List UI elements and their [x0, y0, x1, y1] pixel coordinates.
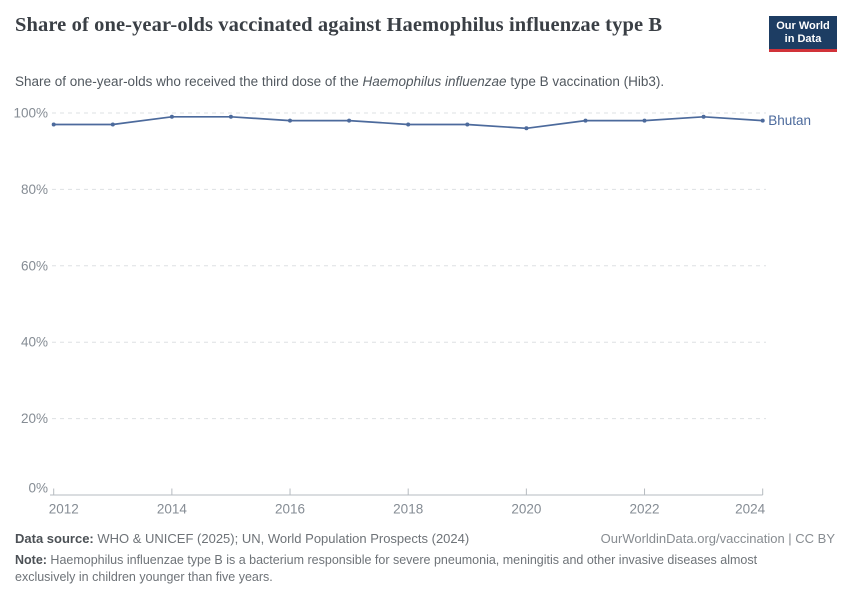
data-point-2018[interactable]: [406, 122, 411, 127]
y-tick-label-0: 0%: [28, 481, 48, 496]
chart-footer: Data source: WHO & UNICEF (2025); UN, Wo…: [15, 530, 835, 586]
subtitle-italic-term: Haemophilus influenzae: [362, 74, 507, 89]
x-tick-label-2012: 2012: [49, 502, 79, 517]
x-tick-label-2020: 2020: [511, 502, 541, 517]
data-point-2022[interactable]: [642, 118, 647, 123]
chart-note: Note: Haemophilus influenzae type B is a…: [15, 552, 807, 586]
data-point-2013[interactable]: [110, 122, 115, 127]
series-label-bhutan[interactable]: Bhutan: [768, 113, 811, 128]
chart-title: Share of one-year-olds vaccinated agains…: [15, 14, 663, 36]
data-point-2015[interactable]: [228, 114, 233, 119]
note-text: Haemophilus influenzae type B is a bacte…: [15, 553, 758, 584]
x-tick-label-2022: 2022: [630, 502, 660, 517]
y-tick-label-40: 40%: [21, 335, 48, 350]
data-source: Data source: WHO & UNICEF (2025); UN, Wo…: [15, 530, 469, 547]
y-tick-label-100: 100%: [13, 106, 48, 121]
data-point-2024[interactable]: [760, 118, 765, 123]
note-label: Note:: [15, 553, 47, 567]
subtitle-suffix: type B vaccination (Hib3).: [506, 74, 665, 89]
data-point-2014[interactable]: [169, 114, 174, 119]
line-chart[interactable]: 0% 20% 40% 60% 80% 100% 2012 2014 2016 2018 2020 20…: [0, 100, 850, 525]
data-point-2020[interactable]: [524, 126, 529, 131]
data-point-2019[interactable]: [465, 122, 470, 127]
owid-logo[interactable]: Our World in Data: [769, 16, 837, 52]
x-tick-label-2018: 2018: [393, 502, 423, 517]
chart-subtitle: Share of one-year-olds who received the …: [15, 73, 775, 90]
subtitle-prefix: Share of one-year-olds who received the …: [15, 74, 363, 89]
data-point-2021[interactable]: [583, 118, 588, 123]
data-point-2016[interactable]: [288, 118, 292, 123]
data-point-2023[interactable]: [701, 114, 706, 119]
owid-logo-line1: Our World: [776, 19, 830, 32]
owid-logo-line2: in Data: [784, 32, 822, 45]
rights-link[interactable]: OurWorldinData.org/vaccination | CC BY: [600, 531, 835, 546]
data-source-text: WHO & UNICEF (2025); UN, World Populatio…: [93, 531, 470, 546]
data-source-label: Data source:: [15, 531, 94, 546]
x-tick-label-2014: 2014: [157, 502, 188, 517]
x-tick-label-2016: 2016: [275, 502, 305, 517]
x-tick-label-2024: 2024: [735, 502, 766, 517]
y-tick-label-80: 80%: [21, 182, 48, 197]
data-point-2017[interactable]: [347, 118, 352, 123]
data-point-2012[interactable]: [51, 122, 56, 127]
y-tick-label-60: 60%: [21, 258, 48, 273]
y-tick-label-20: 20%: [21, 411, 48, 426]
